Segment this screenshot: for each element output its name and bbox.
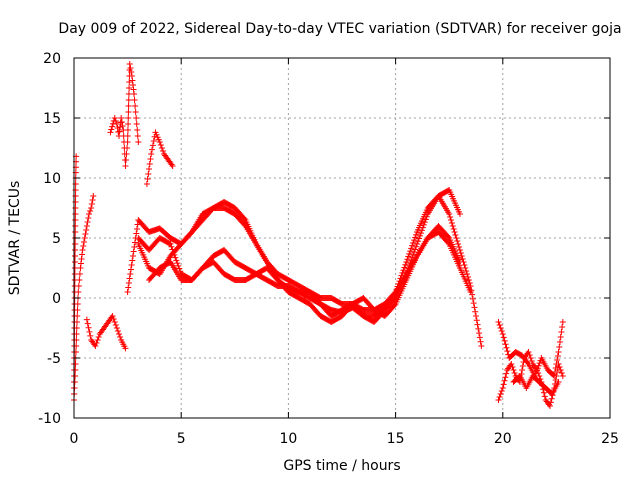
x-axis-label: GPS time / hours	[283, 458, 400, 474]
x-tick-label: 25	[601, 431, 619, 447]
data-points	[71, 61, 566, 409]
y-tick-label: -10	[38, 411, 61, 427]
y-tick-label: 0	[52, 291, 61, 307]
point-markers	[143, 129, 176, 187]
x-tick-label: 15	[387, 431, 405, 447]
series-track-c	[135, 229, 474, 325]
point-markers	[83, 313, 129, 352]
y-tick-label: 10	[43, 171, 61, 187]
point-markers	[71, 153, 80, 397]
x-tick-labels: 0 5 10 15 20 25	[70, 431, 619, 447]
x-tick-label: 10	[279, 431, 297, 447]
series-dip-pre-dawn	[83, 313, 129, 352]
series-late-cluster-2	[495, 319, 566, 379]
y-tick-label: 5	[52, 231, 61, 247]
series-early-spike	[71, 153, 80, 397]
series-track-b	[135, 187, 463, 325]
y-tick-label: 15	[43, 111, 61, 127]
y-tick-labels: -10 -5 0 5 10 15 20	[38, 51, 61, 427]
point-markers	[510, 373, 562, 397]
point-markers	[135, 187, 463, 325]
point-markers	[135, 229, 474, 325]
point-markers	[495, 319, 566, 379]
series-morning-spike-2	[143, 129, 176, 187]
series-late-cluster-3	[510, 373, 562, 397]
y-axis-label: SDTVAR / TECUs	[7, 181, 23, 296]
point-markers	[146, 223, 463, 313]
y-tick-label: -5	[47, 351, 61, 367]
axis-ticks	[73, 57, 611, 419]
chart-title: Day 009 of 2022, Sidereal Day-to-day VTE…	[58, 21, 621, 37]
series-morning-spike	[107, 61, 142, 169]
point-markers	[107, 61, 142, 169]
x-tick-label: 20	[494, 431, 512, 447]
series-track-d	[146, 223, 463, 313]
x-tick-label: 0	[70, 431, 79, 447]
y-tick-label: 20	[43, 51, 61, 67]
x-tick-label: 5	[177, 431, 186, 447]
